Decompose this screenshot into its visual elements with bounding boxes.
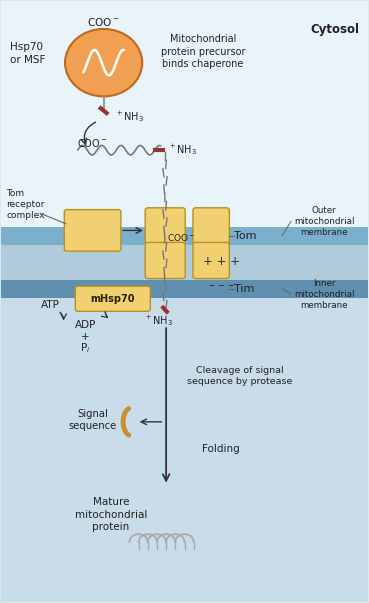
FancyBboxPatch shape	[145, 208, 185, 244]
Text: P$_i$: P$_i$	[80, 341, 90, 355]
Text: ADP: ADP	[75, 320, 96, 330]
Text: + + +: + + +	[203, 255, 240, 268]
FancyBboxPatch shape	[193, 208, 230, 244]
Bar	[1, 1, 368, 227]
Text: Outer
mitochondrial
membrane: Outer mitochondrial membrane	[294, 206, 355, 237]
Text: $^+$NH$_3$: $^+$NH$_3$	[144, 314, 173, 329]
Text: $^+$NH$_3$: $^+$NH$_3$	[115, 109, 144, 124]
Text: Tom
receptor
complex: Tom receptor complex	[6, 189, 45, 221]
FancyBboxPatch shape	[75, 286, 150, 311]
Text: – – –: – – –	[209, 279, 234, 292]
Text: Mitochondrial
protein precursor
binds chaperone: Mitochondrial protein precursor binds ch…	[161, 34, 245, 69]
FancyBboxPatch shape	[193, 242, 230, 279]
Text: +: +	[81, 332, 90, 342]
Bar	[1, 245, 368, 280]
Text: Cleavage of signal
sequence by protease: Cleavage of signal sequence by protease	[187, 366, 292, 387]
Text: Mature
mitochondrial
protein: Mature mitochondrial protein	[75, 497, 147, 532]
Bar	[1, 1, 368, 227]
Text: COO$^-$: COO$^-$	[87, 16, 120, 28]
Text: Tim: Tim	[234, 284, 255, 294]
Bar	[1, 280, 368, 298]
Text: COO$^-$: COO$^-$	[167, 232, 195, 243]
Bar	[1, 227, 368, 245]
Text: $^+$NH$_3$: $^+$NH$_3$	[168, 142, 197, 157]
Text: COO$^-$: COO$^-$	[77, 137, 108, 150]
Text: mHsp70: mHsp70	[90, 294, 135, 303]
Text: Cytosol: Cytosol	[310, 22, 359, 36]
Text: Tom: Tom	[234, 231, 256, 241]
Text: ATP: ATP	[41, 300, 60, 310]
Bar	[1, 298, 368, 602]
Text: Hsp70
or MSF: Hsp70 or MSF	[10, 42, 45, 65]
FancyBboxPatch shape	[64, 210, 121, 251]
Ellipse shape	[65, 29, 142, 96]
Text: Folding: Folding	[202, 444, 240, 454]
Text: Signal
sequence: Signal sequence	[69, 409, 117, 431]
Text: Inner
mitochondrial
membrane: Inner mitochondrial membrane	[294, 279, 355, 310]
FancyBboxPatch shape	[145, 242, 185, 279]
